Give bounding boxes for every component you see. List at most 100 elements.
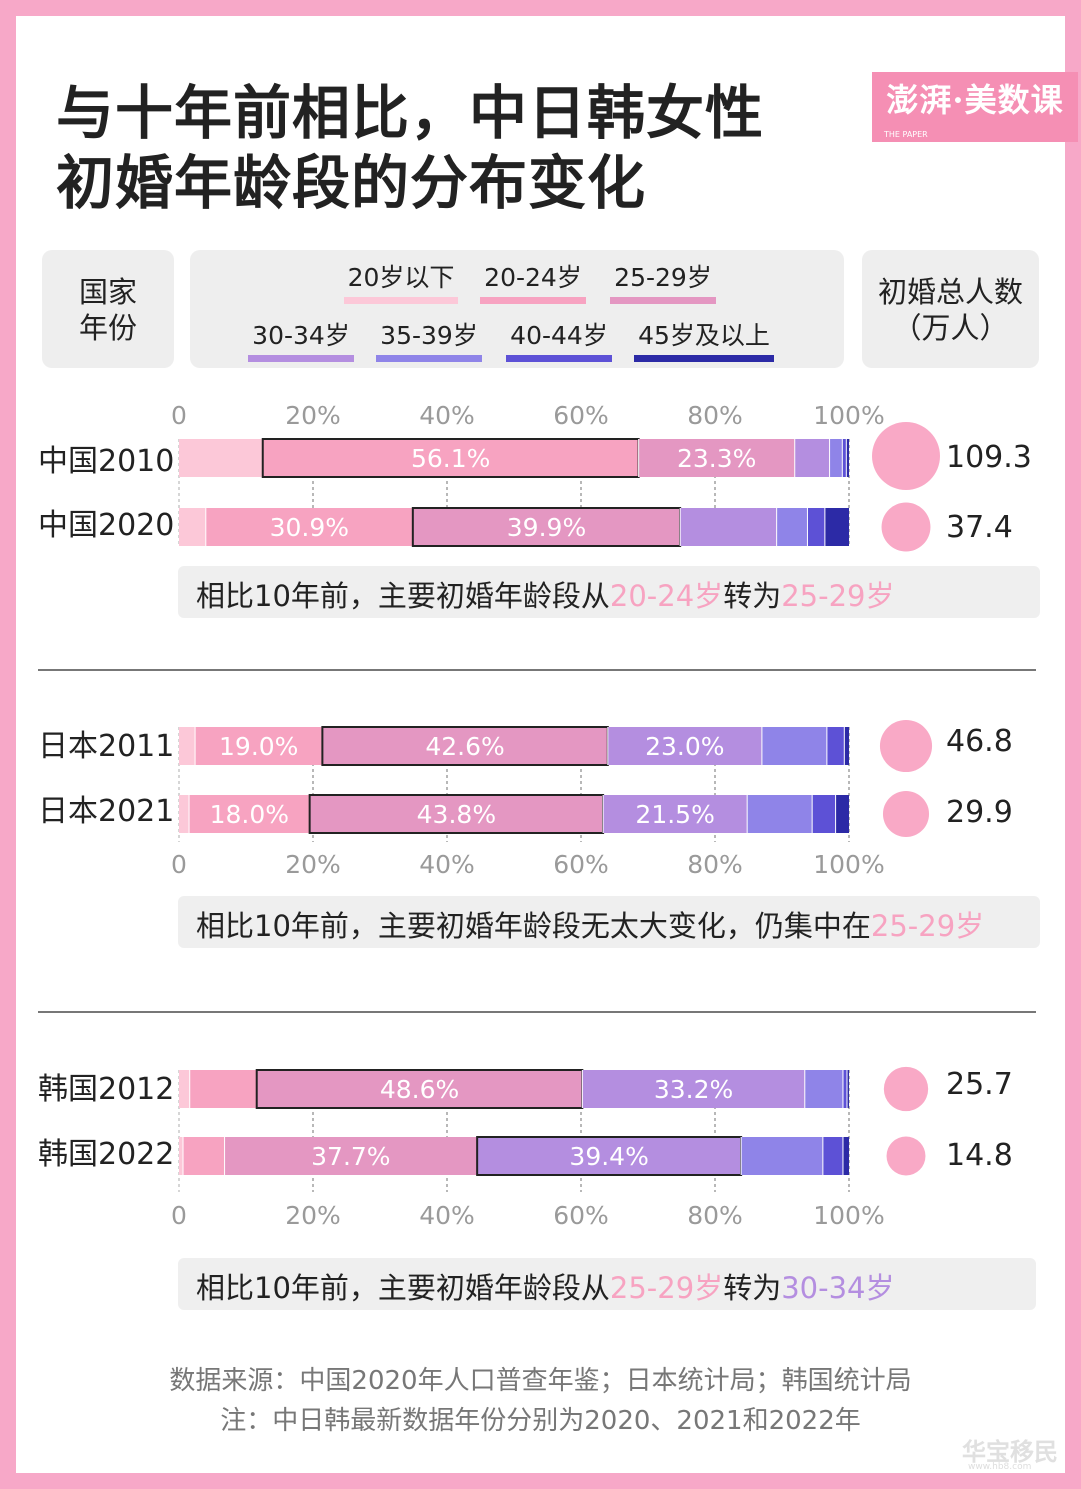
note-korea: 相比10年前，主要初婚年龄段从25-29岁转为30-34岁 (178, 1258, 1036, 1310)
data-label: 42.6% (425, 732, 504, 761)
legend-swatch (634, 355, 774, 362)
bar-segment (844, 727, 849, 765)
bar-segment (179, 1070, 190, 1108)
total-header-unit: （万人） (892, 311, 1009, 345)
bar-segment (638, 439, 795, 477)
bar-segment (322, 727, 608, 765)
page-title: 与十年前相比，中日韩女性 初婚年龄段的分布变化 (56, 78, 816, 218)
note-highlight: 25-29岁 (781, 579, 895, 613)
bar-segment (747, 795, 813, 833)
axis-tick-label: 40% (419, 850, 475, 879)
bar-segment (846, 439, 849, 477)
bar-segment (477, 1137, 742, 1175)
note-text: 相比10年前，主要初婚年龄段从 (196, 579, 610, 613)
row-label: 中国2020 (38, 508, 175, 543)
bar-segment (603, 795, 748, 833)
legend-label: 20-24岁 (484, 263, 582, 292)
bar-segment (812, 795, 836, 833)
bar-segment (824, 508, 849, 546)
total-value: 25.7 (946, 1067, 1013, 1102)
bar-segment (680, 508, 777, 546)
legend-item: 30-34岁 (248, 316, 354, 362)
infographic-card: 与十年前相比，中日韩女性 初婚年龄段的分布变化 澎湃·美数课 THE PAPER… (16, 16, 1078, 1473)
row-label: 中国2010 (38, 444, 175, 479)
total-bubble (879, 719, 933, 773)
axis-tick-label: 0 (171, 1201, 187, 1230)
bar-segment (179, 508, 206, 546)
row-label: 韩国2012 (38, 1072, 175, 1107)
divider (38, 1011, 1036, 1013)
bar-segment (822, 1137, 843, 1175)
axis-tick-label: 40% (419, 401, 475, 430)
axis-tick-label: 100% (813, 850, 884, 879)
bar-segment (794, 439, 830, 477)
bar-segment (189, 795, 310, 833)
axis-tick-label: 60% (553, 401, 609, 430)
bar-segment (262, 439, 639, 477)
note-text: 相比10年前，主要初婚年龄段从 (196, 1271, 610, 1305)
note-highlight: 30-34岁 (781, 1271, 895, 1305)
bar-segment (846, 1070, 849, 1108)
total-value: 109.3 (946, 440, 1032, 475)
data-label: 37.7% (311, 1142, 390, 1171)
axis-tick-label: 60% (553, 1201, 609, 1230)
note-text: 转为 (723, 579, 782, 613)
bar-segment (205, 508, 413, 546)
data-label: 23.0% (645, 732, 724, 761)
legend-swatch (610, 297, 716, 304)
data-label: 43.8% (417, 800, 496, 829)
data-label: 56.1% (411, 444, 490, 473)
stacked-bar-chart: 0 20% 40% 60% 80% 100% 56.1% 23.3% 30.9% 39.9% 0 20… (171, 401, 941, 1230)
legend-label: 35-39岁 (380, 321, 478, 350)
legend-item: 20-24岁 (480, 258, 586, 304)
total-bubble (882, 790, 930, 838)
legend-label: 45岁及以上 (638, 321, 770, 350)
legend-label: 40-44岁 (510, 321, 608, 350)
axis-tick-label: 100% (813, 1201, 884, 1230)
bar-segment (607, 727, 762, 765)
legend-swatch (248, 355, 354, 362)
bar-segment (189, 1070, 257, 1108)
legend-item: 35-39岁 (376, 316, 482, 362)
data-label: 39.4% (569, 1142, 648, 1171)
year-header-label: 年份 (78, 311, 137, 345)
title-line-1: 与十年前相比，中日韩女性 (56, 79, 765, 147)
data-label: 30.9% (270, 513, 349, 542)
axis-tick-label: 40% (419, 1201, 475, 1230)
legend-label: 30-34岁 (252, 321, 350, 350)
legend: 20岁以下 20-24岁 25-29岁 30-34岁 35-39岁 40-44岁… (190, 250, 844, 368)
total-value: 14.8 (946, 1138, 1013, 1173)
note-highlight: 20-24岁 (609, 579, 724, 613)
bar-segment (179, 1137, 184, 1175)
legend-swatch (376, 355, 482, 362)
axis-tick-label: 0 (171, 850, 187, 879)
data-label: 18.0% (210, 800, 289, 829)
country-header-label: 国家 (78, 275, 137, 309)
bar-segment (842, 1137, 849, 1175)
bar-segment (195, 727, 323, 765)
bar-segment (179, 727, 196, 765)
total-value: 37.4 (946, 510, 1013, 545)
total-bubble (886, 1136, 926, 1176)
legend-item: 25-29岁 (610, 258, 716, 304)
legend-item: 40-44岁 (506, 316, 612, 362)
row-label: 日本2011 (38, 729, 175, 764)
data-label: 39.9% (507, 513, 586, 542)
bar-segment (741, 1137, 823, 1175)
row-label: 日本2021 (38, 794, 175, 829)
bar-segment (224, 1137, 478, 1175)
data-label: 21.5% (635, 800, 714, 829)
axis-tick-label: 80% (687, 401, 743, 430)
note-text: 转为 (723, 1271, 782, 1305)
bar-segment (807, 508, 825, 546)
legend-swatch (480, 297, 586, 304)
total-value: 46.8 (946, 724, 1013, 759)
note-text: 相比10年前，主要初婚年龄段无太大变化，仍集中在 (196, 909, 871, 943)
axis-tick-label: 20% (285, 401, 341, 430)
legend-swatch (506, 355, 612, 362)
row-label: 韩国2022 (38, 1137, 175, 1172)
bar-segment (842, 439, 847, 477)
legend-label: 25-29岁 (614, 263, 712, 292)
legend-label: 20岁以下 (347, 263, 455, 292)
axis-tick-label: 100% (813, 401, 884, 430)
